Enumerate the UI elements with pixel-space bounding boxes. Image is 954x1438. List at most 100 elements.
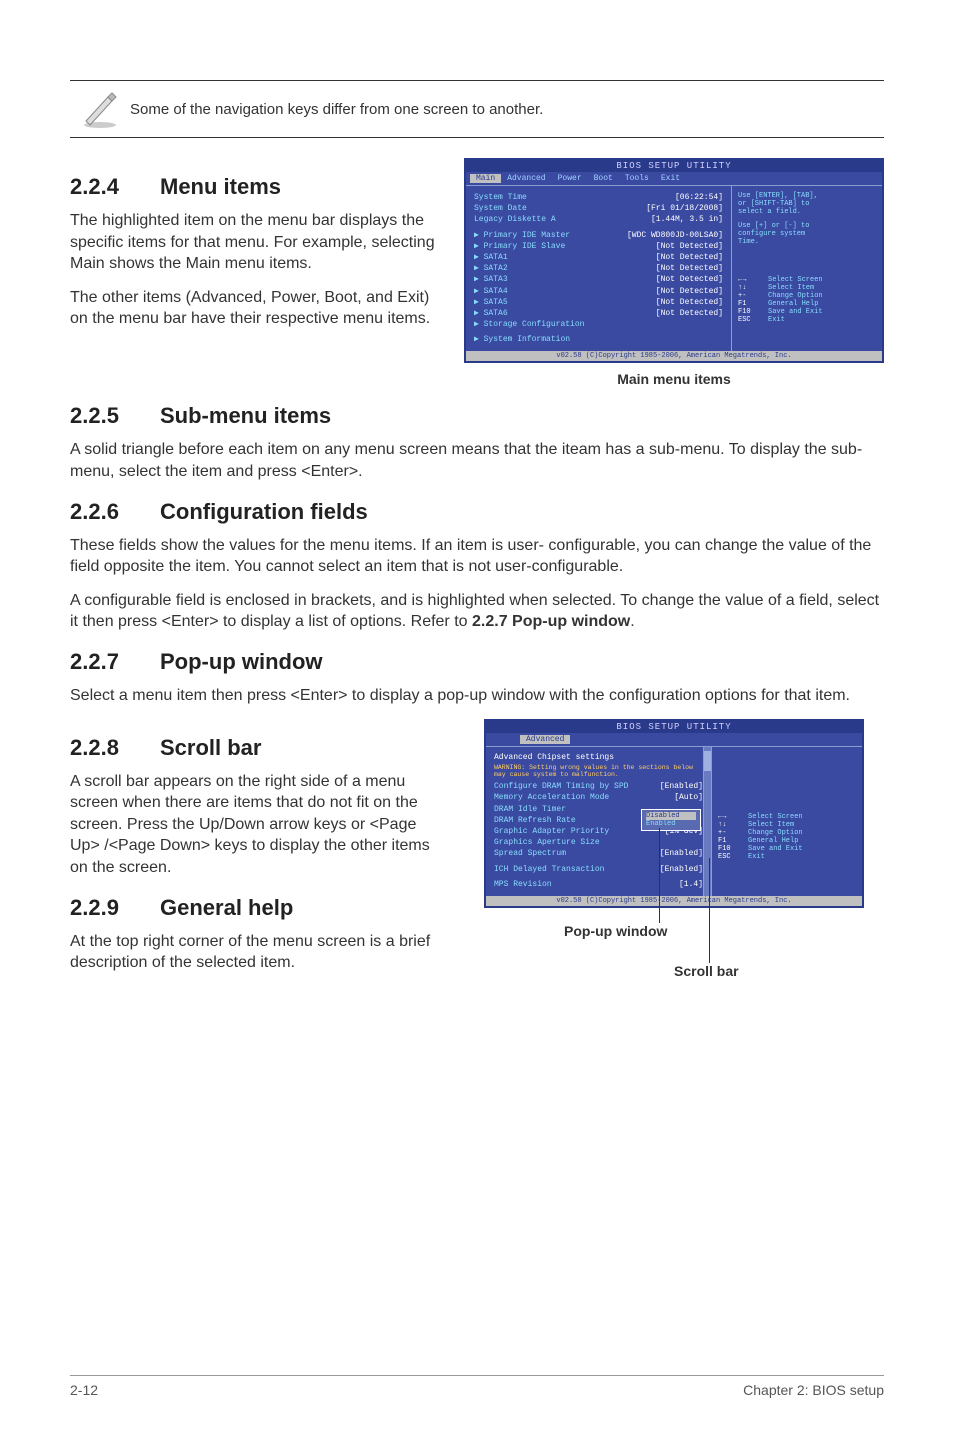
help-key: F1 [718, 837, 748, 845]
caption-scroll: Scroll bar [674, 963, 739, 979]
heading-229: 2.2.9General help [70, 895, 444, 921]
help-key: +- [718, 829, 748, 837]
row-label[interactable]: Storage Configuration [474, 319, 723, 330]
bios-help-panel: Use [ENTER], [TAB], or [SHIFT-TAB] to se… [732, 186, 882, 351]
para-228: A scroll bar appears on the right side o… [70, 771, 444, 879]
heading-226: 2.2.6Configuration fields [70, 499, 884, 525]
section-title: Sub-menu items [160, 403, 331, 428]
para-226b-bold: 2.2.7 Pop-up window [472, 613, 630, 630]
section-num: 2.2.8 [70, 735, 160, 761]
help-line: configure system [738, 230, 876, 238]
scrollbar-thumb[interactable] [704, 751, 711, 771]
menu-boot[interactable]: Boot [588, 174, 619, 183]
note-box: Some of the navigation keys differ from … [70, 80, 884, 138]
row-value: [Not Detected] [656, 286, 723, 297]
para-224a: The highlighted item on the menu bar dis… [70, 210, 444, 275]
row-value: [Enabled] [660, 848, 703, 859]
section-title: Menu items [160, 174, 281, 199]
row-value: [Not Detected] [656, 263, 723, 274]
chapter-label: Chapter 2: BIOS setup [743, 1382, 884, 1398]
bios-left-panel: System Time[06:22:54] System Date[Fri 01… [466, 186, 732, 351]
row-value: [Enabled] [660, 864, 703, 875]
menu-main[interactable]: Main [470, 174, 501, 183]
section-title: Scroll bar [160, 735, 261, 760]
row-label[interactable]: SATA6 [474, 308, 656, 319]
help-key: F10 [718, 845, 748, 853]
heading-224: 2.2.4Menu items [70, 174, 444, 200]
row-label[interactable]: SATA4 [474, 286, 656, 297]
note-text: Some of the navigation keys differ from … [130, 101, 884, 118]
para-227: Select a menu item then press <Enter> to… [70, 685, 884, 707]
menu-tools[interactable]: Tools [619, 174, 655, 183]
row-label[interactable]: Spread Spectrum [494, 848, 660, 859]
popup-window[interactable]: Disabled Enabled [641, 809, 701, 831]
row-label[interactable]: Primary IDE Master [474, 230, 627, 241]
row-label[interactable]: Configure DRAM Timing by SPD [494, 781, 660, 792]
pointer-line [659, 828, 660, 923]
row-value: [Enabled] [660, 781, 703, 792]
bios-advanced-window: BIOS SETUP UTILITY Advanced Advanced Chi… [484, 719, 864, 908]
row-label[interactable]: SATA3 [474, 274, 656, 285]
row-value: [Not Detected] [656, 274, 723, 285]
help-desc: Exit [748, 853, 765, 861]
section-num: 2.2.9 [70, 895, 160, 921]
row-value: [Not Detected] [656, 308, 723, 319]
row-label[interactable]: System Information [474, 334, 723, 345]
row-value[interactable]: [Fri 01/18/2008] [646, 203, 723, 214]
heading-228: 2.2.8Scroll bar [70, 735, 444, 761]
row-label[interactable]: SATA1 [474, 252, 656, 263]
help-key: F1 [738, 300, 768, 308]
section-num: 2.2.5 [70, 403, 160, 429]
row-label[interactable]: Primary IDE Slave [474, 241, 656, 252]
para-226a: These fields show the values for the men… [70, 535, 884, 578]
para-226b: A configurable field is enclosed in brac… [70, 590, 884, 633]
bios-main-window: BIOS SETUP UTILITY Main Advanced Power B… [464, 158, 884, 363]
help-key: ESC [718, 853, 748, 861]
caption-popup: Pop-up window [564, 923, 667, 939]
row-label[interactable]: SATA5 [474, 297, 656, 308]
section-title: Pop-up window [160, 649, 323, 674]
menu-advanced[interactable]: Advanced [501, 174, 551, 183]
page-number: 2-12 [70, 1382, 98, 1398]
row-label[interactable]: SATA2 [474, 263, 656, 274]
row-label[interactable]: Memory Acceleration Mode [494, 792, 674, 803]
row-value: [Auto] [674, 792, 703, 803]
row-value[interactable]: [1.44M, 3.5 in] [651, 214, 723, 225]
caption-main-menu: Main menu items [464, 371, 884, 387]
para-224b: The other items (Advanced, Power, Boot, … [70, 287, 444, 330]
row-label: System Date [474, 203, 646, 214]
help-desc: Select Screen [768, 276, 823, 284]
help-desc: Exit [768, 316, 785, 324]
heading-225: 2.2.5Sub-menu items [70, 403, 884, 429]
menu-advanced[interactable]: Advanced [520, 735, 570, 744]
bios-title: BIOS SETUP UTILITY [466, 160, 882, 172]
row-label: Legacy Diskette A [474, 214, 651, 225]
bios-left-panel: Advanced Chipset settings WARNING: Setti… [486, 747, 712, 896]
menu-exit[interactable]: Exit [655, 174, 686, 183]
section-num: 2.2.6 [70, 499, 160, 525]
bios-menu-bar: Main Advanced Power Boot Tools Exit [466, 172, 882, 185]
row-value: [Not Detected] [656, 297, 723, 308]
bios-title: BIOS SETUP UTILITY [486, 721, 862, 733]
bios-help-panel: ←→Select Screen ↑↓Select Item +-Change O… [712, 747, 862, 896]
bios-warning: WARNING: Setting wrong values in the sec… [494, 764, 703, 780]
help-line: or [SHIFT-TAB] to [738, 200, 876, 208]
popup-option[interactable]: Disabled [646, 812, 696, 820]
heading-227: 2.2.7Pop-up window [70, 649, 884, 675]
help-desc: Change Option [768, 292, 823, 300]
menu-power[interactable]: Power [552, 174, 588, 183]
para-226b-post: . [630, 613, 634, 630]
row-label[interactable]: Graphics Aperture Size [494, 837, 703, 848]
popup-option[interactable]: Enabled [646, 820, 675, 828]
row-value[interactable]: [06:22:54] [675, 192, 723, 203]
row-label[interactable]: MPS Revision [494, 879, 679, 890]
help-desc: Change Option [748, 829, 803, 837]
row-label[interactable]: ICH Delayed Transaction [494, 864, 660, 875]
help-desc: Select Screen [748, 813, 803, 821]
bios-subheader: Advanced Chipset settings [494, 753, 703, 762]
bios-menu-bar: Advanced [486, 733, 862, 746]
help-key: ESC [738, 316, 768, 324]
row-label[interactable]: Graphic Adapter Priority [494, 826, 665, 837]
help-key: ↑↓ [718, 821, 748, 829]
section-title: Configuration fields [160, 499, 368, 524]
